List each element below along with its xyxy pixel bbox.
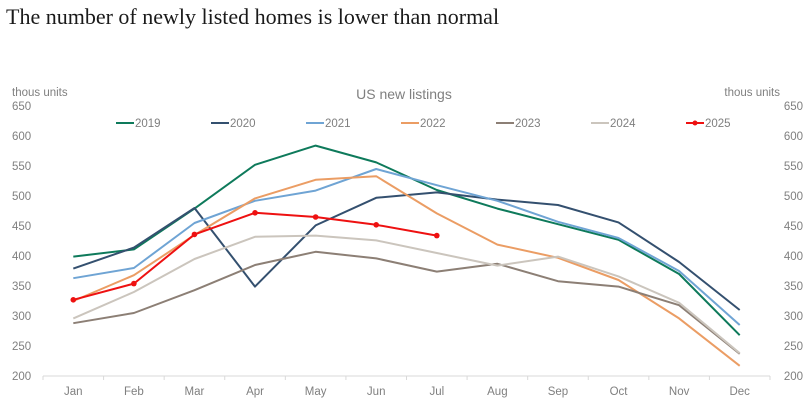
- legend-item-2023: 2023: [496, 118, 541, 130]
- y-tick-label-left: 250: [12, 341, 31, 353]
- y-tick-label-left: 600: [12, 131, 31, 143]
- y-tick-label-left: 450: [12, 221, 31, 233]
- x-tick-label: Jul: [429, 386, 444, 398]
- data-point-2025: [373, 222, 380, 228]
- x-tick-label: Aug: [487, 386, 507, 398]
- legend-label: 2022: [420, 118, 446, 130]
- data-point-2025: [312, 214, 319, 220]
- x-tick-label: May: [305, 386, 327, 398]
- legend-label: 2019: [135, 118, 161, 130]
- series-layer: [70, 144, 741, 367]
- y-tick-label-left: 200: [12, 371, 31, 383]
- y-tick-label-left: 550: [12, 161, 31, 173]
- y-tick-label-left: 400: [12, 251, 31, 263]
- series-2021: [73, 168, 741, 326]
- legend-label: 2021: [325, 118, 351, 130]
- y-tick-label-right: 500: [784, 191, 803, 203]
- x-tick-label: Feb: [124, 386, 144, 398]
- x-tick-label: Apr: [246, 386, 264, 398]
- y-tick-label-right: 350: [784, 281, 803, 293]
- legend-item-2020: 2020: [211, 118, 256, 130]
- y-tick-label-left: 350: [12, 281, 31, 293]
- y-tick-label-right: 550: [784, 161, 803, 173]
- series-line-2023: [73, 250, 741, 355]
- data-point-2025: [191, 231, 198, 238]
- y-tick-label-right: 250: [784, 341, 803, 353]
- x-tick-label: Jan: [64, 386, 83, 398]
- x-tick-label: Sep: [548, 386, 568, 398]
- data-point-2025: [70, 297, 77, 303]
- y-tick-label-left: 650: [12, 101, 31, 113]
- legend-item-2021: 2021: [306, 118, 351, 130]
- data-point-2025: [252, 210, 258, 216]
- legend-label: 2020: [230, 118, 256, 130]
- y-tick-label-right: 300: [784, 311, 803, 323]
- headline: The number of newly listed homes is lowe…: [6, 4, 500, 29]
- x-tick-label: Oct: [610, 386, 629, 398]
- legend-item-2024: 2024: [591, 118, 636, 130]
- y-tick-label-right: 400: [784, 251, 803, 263]
- legend-label: 2024: [610, 118, 636, 130]
- y-tick-label-right: 200: [784, 371, 803, 383]
- x-tick-label: Mar: [185, 386, 205, 398]
- legend-label: 2025: [705, 118, 731, 130]
- legend-item-2022: 2022: [401, 118, 446, 130]
- legend: 2019 2020 2021 2022 2023 2024 2025: [116, 118, 731, 130]
- y-axis-label-left: thous units: [12, 87, 68, 99]
- chart-title: US new listings: [356, 86, 452, 102]
- y-tick-label-right: 600: [784, 131, 803, 143]
- series-2024: [72, 234, 741, 354]
- legend-label: 2023: [515, 118, 541, 130]
- legend-item-2019: 2019: [116, 118, 161, 130]
- y-tick-label-right: 450: [784, 221, 803, 233]
- y-tick-label-right: 650: [784, 101, 803, 113]
- axes: Jan Feb Mar Apr May Jun Jul Aug Sep Oct Nov Dec 650 6…: [12, 101, 803, 398]
- y-tick-label-left: 500: [12, 191, 31, 203]
- series-line-2021: [73, 168, 741, 326]
- x-tick-label: Dec: [729, 386, 750, 398]
- legend-item-2025: 2025: [686, 118, 731, 130]
- x-tick-label: Nov: [669, 386, 690, 398]
- y-tick-label-left: 300: [12, 311, 31, 323]
- series-2025: [70, 210, 440, 303]
- series-line-2024: [72, 234, 741, 354]
- series-2023: [73, 250, 741, 355]
- x-tick-label: Jun: [367, 386, 386, 398]
- series-line-2019: [73, 144, 741, 336]
- series-2019: [73, 144, 741, 336]
- data-point-2025: [131, 280, 137, 287]
- legend-marker: [692, 120, 698, 126]
- y-axis-label-right: thous units: [724, 87, 780, 99]
- data-point-2025: [433, 232, 440, 239]
